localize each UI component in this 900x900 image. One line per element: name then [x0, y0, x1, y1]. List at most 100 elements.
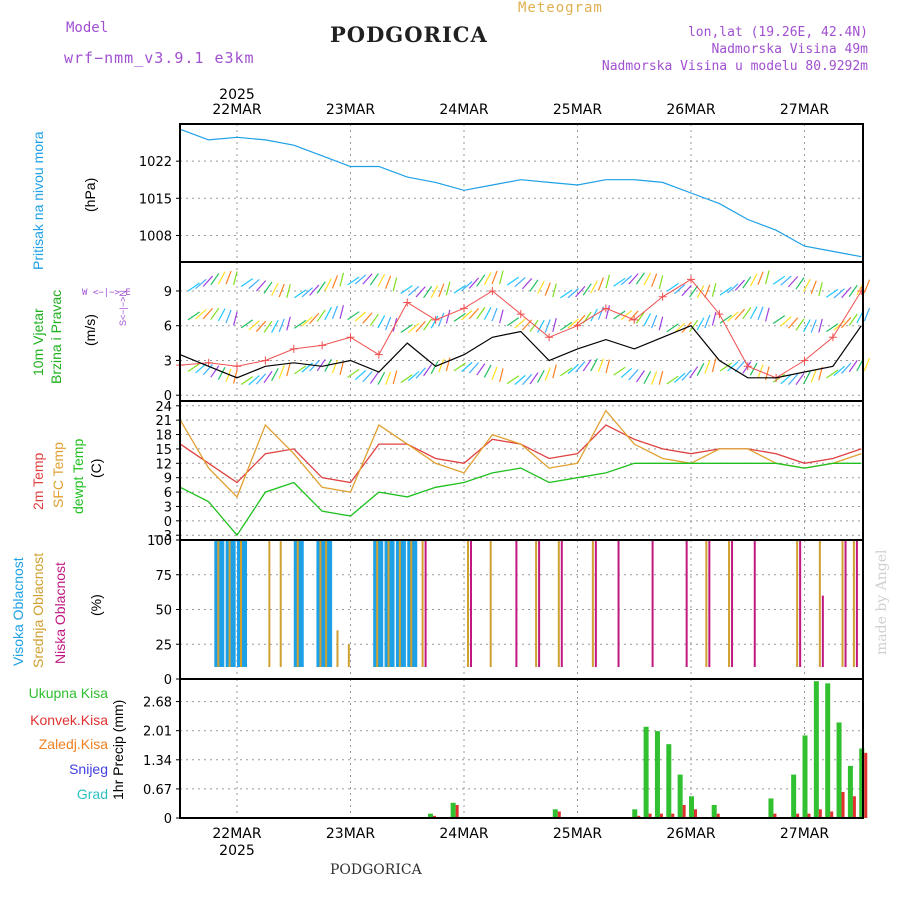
temp-dew-line [180, 462, 862, 537]
bottom-day-label: 25MAR [553, 826, 602, 842]
wind-arrow [560, 289, 573, 299]
wind-arrow [848, 284, 858, 298]
wind-arrow [711, 358, 717, 373]
meteogram-label: Meteogram [518, 0, 603, 16]
wind-arrow [331, 359, 339, 374]
wind-arrow [803, 371, 811, 385]
wind-gust-marker [857, 286, 866, 295]
wind-arrow [240, 278, 254, 288]
wind-arrow [248, 320, 260, 331]
cloud-mid-bar [376, 540, 379, 667]
wind-arrow [309, 312, 320, 324]
precip-total-bar [643, 726, 649, 818]
wind-arrow [780, 275, 792, 286]
y-tick-label: 12 [155, 457, 172, 472]
y-tick-label: 0 [164, 389, 172, 404]
wind-arrow [476, 363, 486, 376]
precip-conv-bar [852, 796, 856, 818]
wind-arrow [294, 289, 307, 299]
wind-gust-marker [204, 358, 213, 367]
wind-arrow [537, 319, 545, 333]
wind-arrow [210, 307, 220, 320]
wind-arrow [681, 369, 692, 381]
wind-arrow [749, 306, 758, 320]
cloud-mid-bar [796, 540, 799, 667]
cloud-mid-bar [240, 540, 242, 667]
y-tick-label: 1008 [139, 229, 172, 244]
wind-arrow [499, 368, 504, 383]
wind-arrow [780, 374, 792, 385]
wind-arrow [453, 284, 466, 294]
cloud-low-bar [844, 540, 847, 667]
wind-gust-marker [715, 310, 724, 319]
wind-arrow [392, 277, 398, 292]
wind-arrow [195, 278, 207, 290]
wind-arrow [324, 278, 332, 292]
precip-total-bar [791, 774, 797, 818]
wind-arrow [575, 285, 586, 298]
y-tick-label: 24 [155, 400, 172, 415]
wind-arrow [560, 321, 573, 331]
wind-arrow [423, 286, 433, 299]
wind-arrow [445, 357, 451, 372]
wind-arrow [537, 280, 545, 294]
wind-arrow [590, 358, 598, 372]
wind-gust-marker [800, 356, 809, 365]
y-tick-label: −3 [153, 529, 172, 544]
wind-arrow [271, 368, 279, 382]
wind-arrow [689, 285, 699, 298]
wind-gust-marker [233, 362, 241, 371]
wind-arrow [430, 315, 439, 329]
wind-arrow [635, 370, 645, 383]
wind-arrow [506, 317, 520, 327]
wind-arrow [620, 310, 633, 321]
y-tick-label: 100 [147, 534, 172, 549]
wind-arrow [704, 314, 711, 329]
precip-label-hail: Grad [76, 786, 108, 802]
wind-arrow [544, 282, 551, 296]
wind-arrow [225, 309, 232, 324]
bottom-day-label: 24MAR [439, 826, 488, 842]
wind-arrow [826, 288, 839, 298]
wind-arrow [651, 314, 658, 329]
wind-arrow [863, 357, 871, 372]
wind-arrow [225, 368, 232, 383]
cloud-mid-bar [467, 540, 469, 667]
wind-arrow [734, 308, 745, 321]
panel-frame [179, 123, 864, 263]
wind-arrow [826, 369, 839, 379]
cloud-low-bar [731, 540, 734, 667]
wind-arrow [423, 364, 433, 377]
wind-arrow [742, 307, 752, 320]
cloud-mid-bar [398, 540, 401, 667]
lonlat-text: lon,lat (19.26E, 42.4N) [687, 25, 868, 40]
wind-arrow [590, 280, 598, 294]
precip-conv-bar [659, 813, 663, 818]
wind-arrow [468, 277, 479, 289]
wind-arrow [605, 359, 611, 374]
wind-arrow [423, 318, 433, 331]
wind-arrow [408, 322, 420, 334]
wind-arrow [734, 360, 745, 373]
wind-arrow [377, 315, 386, 329]
wind-arrow [552, 364, 557, 379]
wind-arrow [400, 374, 413, 384]
wind-arrow [780, 316, 792, 327]
precip-total-bar [632, 809, 638, 818]
cloud-mid-bar [387, 540, 390, 667]
precip-total-bar [825, 683, 831, 818]
wind-arrow [286, 362, 291, 377]
cloud-low-bar [799, 540, 802, 667]
wind-gust-marker [261, 356, 270, 365]
wind-arrow [734, 279, 745, 291]
precip-total-bar [427, 813, 433, 818]
cloud-low-bar [560, 540, 563, 667]
wind-arrow [704, 284, 711, 298]
wind-arrow [727, 361, 739, 372]
top-day-label: 22MAR [212, 102, 261, 118]
wind-arrow [392, 370, 398, 385]
wind-arrow [240, 319, 254, 329]
wind-arrow [575, 361, 586, 373]
precip-total-bar [711, 804, 717, 818]
